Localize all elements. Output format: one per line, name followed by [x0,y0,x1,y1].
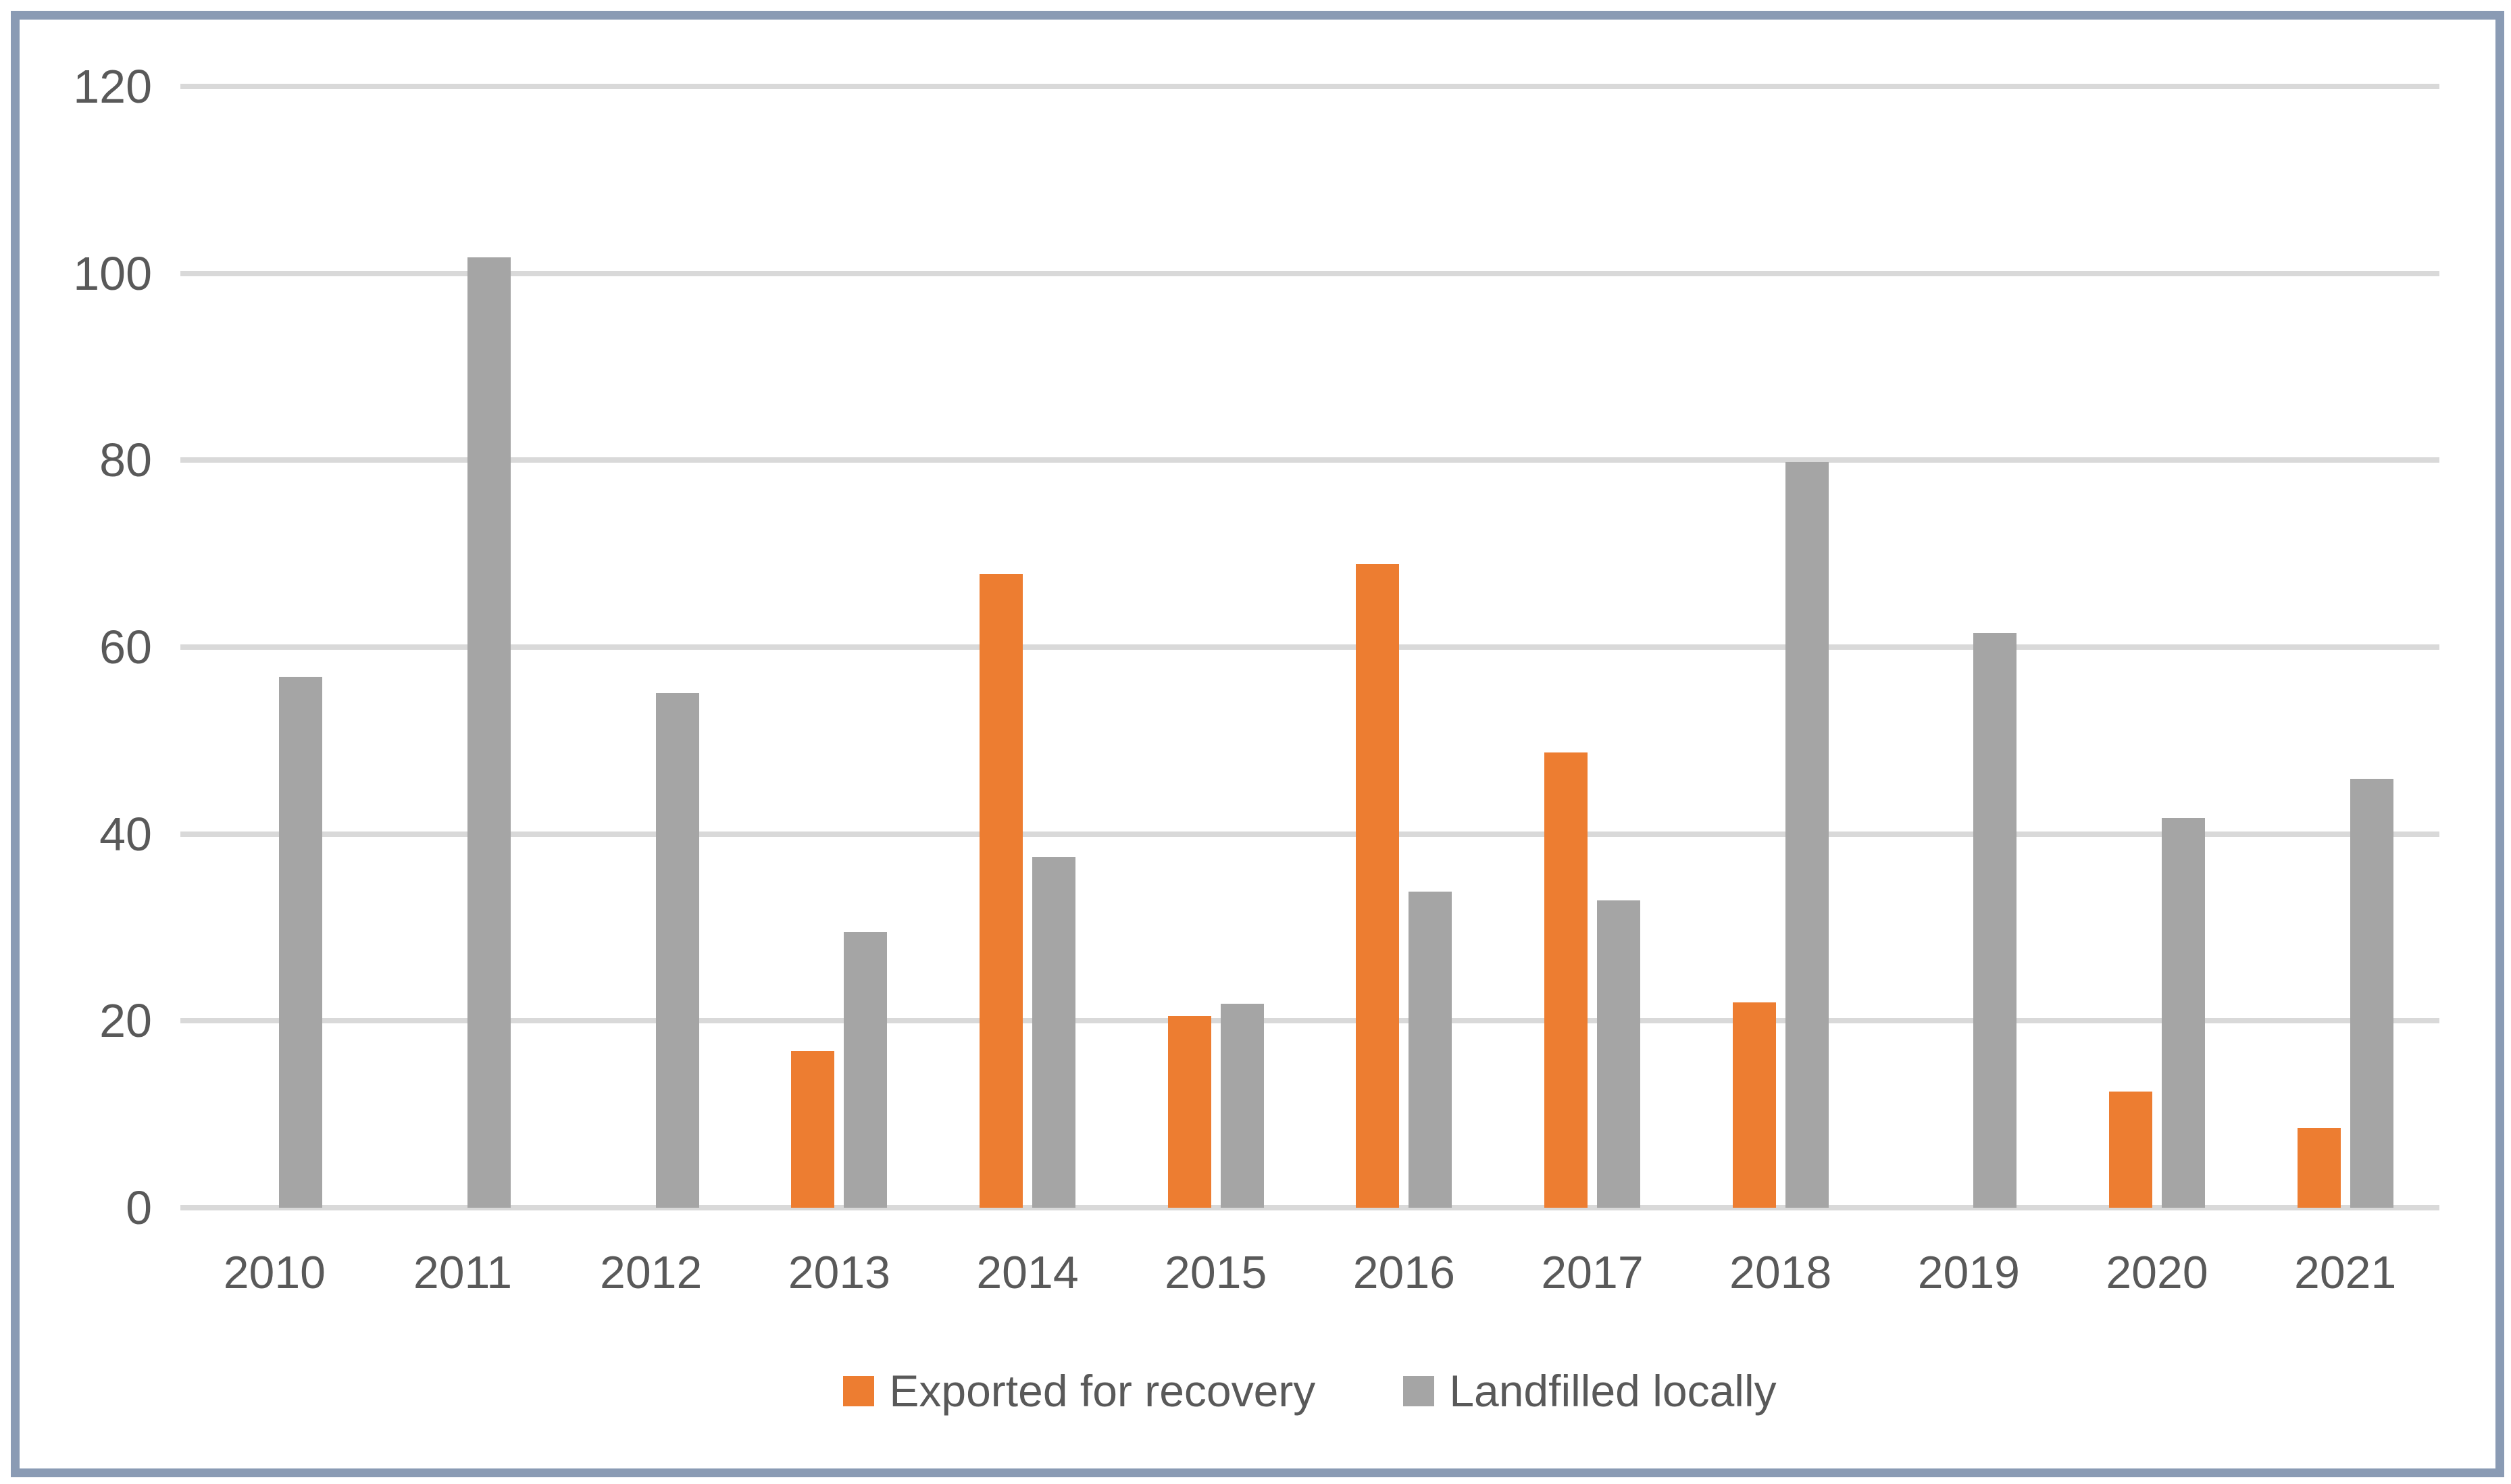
legend-swatch-landfilled-icon [1403,1375,1435,1406]
y-axis-tick-label: 80 [99,434,152,487]
bar-exported-2013 [791,1050,835,1208]
y-axis-tick-label: 0 [126,1181,152,1234]
bar-landfilled-2019 [1973,633,2017,1208]
bar-landfilled-2018 [1785,462,1829,1208]
x-axis-label: 2010 [223,1247,326,1298]
bar-exported-2015 [1167,1016,1211,1208]
bar-landfilled-2015 [1220,1004,1264,1208]
x-axis-label: 2019 [1917,1247,2020,1298]
bar-landfilled-2010 [279,677,323,1208]
gridline [180,644,2439,650]
gridline [180,831,2439,837]
x-axis-label: 2011 [413,1247,513,1298]
x-axis-label: 2015 [1165,1247,1267,1298]
x-axis-label: 2017 [1541,1247,1644,1298]
x-axis-label: 2014 [976,1247,1079,1298]
y-axis-tick-label: 20 [99,994,152,1048]
bar-landfilled-2012 [655,692,699,1208]
x-axis-line [180,1205,2439,1210]
gridline [180,1018,2439,1024]
bar-landfilled-2016 [1409,892,1452,1208]
legend-item-landfilled-locally: Landfilled locally [1403,1366,1777,1416]
x-axis-label: 2013 [788,1247,890,1298]
gridline [180,84,2439,89]
bar-exported-2020 [2109,1092,2152,1208]
bar-landfilled-2014 [1032,857,1075,1208]
gridline [180,457,2439,463]
bar-exported-2014 [980,574,1023,1208]
bar-exported-2021 [2297,1128,2341,1208]
bar-exported-2016 [1356,563,1400,1208]
legend-item-exported-for-recovery: Exported for recovery [843,1367,1315,1414]
y-axis-tick-label: 60 [99,621,152,673]
bar-landfilled-2013 [844,931,888,1208]
x-axis-label: 2018 [1729,1247,1832,1298]
y-axis-tick-label: 100 [73,247,152,300]
legend-label-landfilled: Landfilled locally [1449,1366,1777,1416]
legend-label-exported: Exported for recovery [889,1366,1316,1416]
legend-swatch-exported-icon [843,1375,875,1406]
legend: Exported for recovery Landfilled locally [180,1367,2439,1414]
y-axis-tick-label: 120 [73,60,152,113]
x-axis-label: 2016 [1352,1247,1455,1298]
bar-landfilled-2017 [1597,900,1640,1208]
x-axis-label: 2021 [2294,1247,2397,1298]
y-axis-tick-label: 40 [99,807,152,861]
x-axis-label: 2020 [2106,1247,2208,1298]
bar-exported-2018 [1732,1002,1776,1208]
plot-area: 0 20 40 60 80 100 120 2010 2011 2012 2013 2014 2015 2… [20,20,2495,1468]
chart-border: 0 20 40 60 80 100 120 2010 2011 2012 2013 2014 2015 2… [11,11,2504,1477]
bar-exported-2017 [1544,752,1588,1208]
bar-landfilled-2020 [2162,818,2205,1208]
bar-landfilled-2011 [467,257,511,1208]
gridline [180,270,2439,276]
bar-landfilled-2021 [2350,779,2393,1208]
x-axis-label: 2012 [600,1247,703,1298]
